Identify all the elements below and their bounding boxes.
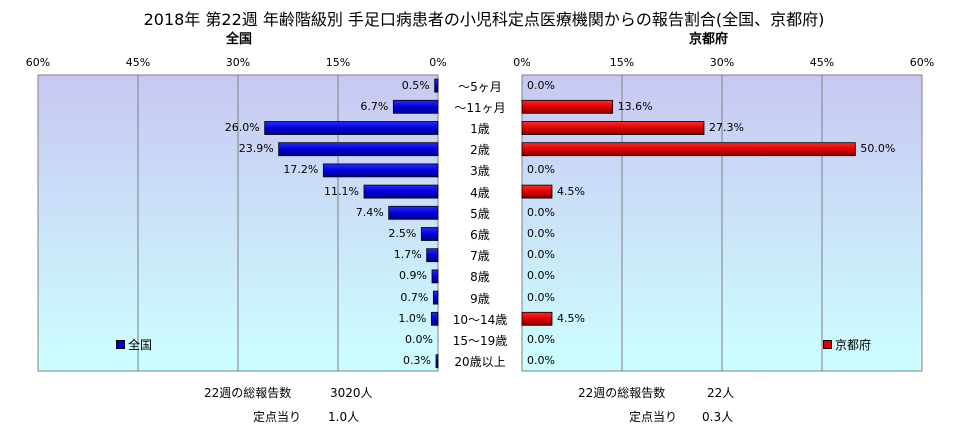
value-label-national: 7.4% [355,205,384,219]
category-label: 7歳 [470,249,490,264]
bar-national [426,248,439,263]
tick-label-left: 60% [25,56,51,69]
category-label: 1歳 [470,122,490,136]
bar-national [322,163,439,178]
value-label-national: 1.7% [393,248,422,262]
value-label-national: 26.0% [224,121,260,134]
value-label-kyoto: 50.0% [860,142,896,156]
legend-national: 全国 [116,336,152,353]
category-label: 3歳 [470,164,490,179]
category-label: 10〜14歳 [452,312,508,327]
national-total-value: 3020人 [330,386,373,400]
bar-national [434,78,439,93]
value-label-national: 17.2% [283,163,319,177]
kyoto-total-value: 22人 [707,386,735,400]
category-label: 〜5ヶ月 [458,79,502,94]
bar-national [432,290,439,305]
value-label-kyoto: 0.0% [527,269,555,283]
category-label: 5歳 [470,206,490,221]
legend-label-kyoto: 京都府 [835,338,872,352]
value-label-kyoto: 4.5% [557,311,585,325]
category-label: 〜11ヶ月 [454,100,506,115]
left-panel-title: 全国 [226,32,253,47]
value-label-national: 0.5% [401,78,430,92]
category-label: 15〜19歳 [452,334,508,348]
kyoto-per-label: 定点当り [629,410,678,424]
tick-label-right: 45% [809,56,835,69]
bar-national [278,142,439,157]
category-label: 6歳 [470,228,490,242]
tick-label-left: 30% [225,56,251,69]
value-label-kyoto: 0.0% [527,333,555,346]
tick-label-right: 15% [609,56,635,69]
national-per-value: 1.0人 [328,410,360,424]
bar-national [431,269,439,284]
value-label-kyoto: 0.0% [527,78,555,92]
category-label: 4歳 [470,185,490,200]
national-per-label: 定点当り [253,410,302,424]
value-label-kyoto: 27.3% [709,121,744,134]
value-label-kyoto: 0.0% [527,163,555,177]
category-label: 2歳 [470,143,490,158]
bar-kyoto [521,142,856,157]
value-label-national: 0.7% [400,290,429,304]
tick-label-left: 45% [125,56,151,69]
bar-national [392,99,439,114]
bar-national [264,121,439,135]
legend-kyoto: 京都府 [823,336,871,353]
value-label-national: 11.1% [324,184,359,198]
tick-label-left: 0% [429,56,447,69]
tick-label-right: 60% [909,56,935,69]
bar-national [430,311,439,326]
value-label-kyoto: 0.0% [527,290,555,304]
category-label: 9歳 [470,291,490,306]
value-label-kyoto: 0.0% [527,248,555,262]
value-label-kyoto: 0.0% [527,227,555,240]
kyoto-per-value: 0.3人 [702,410,734,424]
bar-kyoto [521,184,553,199]
value-label-kyoto: 0.0% [527,354,555,368]
value-label-national: 6.7% [360,99,389,113]
value-label-national: 0.3% [403,354,431,368]
right-panel-title: 京都府 [689,32,729,47]
legend-swatch-national [116,340,125,349]
bar-national [363,184,439,199]
value-label-national: 23.9% [238,142,274,156]
bar-kyoto [521,311,553,326]
value-label-national: 2.5% [388,227,417,240]
value-label-national: 0.9% [399,269,427,283]
tick-label-right: 0% [513,56,531,69]
value-label-kyoto: 4.5% [557,184,585,198]
legend-label-national: 全国 [128,338,153,352]
tick-label-left: 15% [325,56,351,69]
national-total-label: 22週の総報告数 [204,386,292,400]
bar-kyoto [521,99,614,114]
value-label-national: 1.0% [398,311,427,325]
tick-label-right: 30% [709,56,735,69]
value-label-national: 0.0% [405,333,433,346]
bar-national [435,354,439,369]
value-label-kyoto: 13.6% [617,99,653,113]
bar-kyoto [521,121,705,135]
chart-title: 2018年 第22週 年齢階級別 手足口病患者の小児科定点医療機関からの報告割合… [143,10,825,29]
bar-national [420,227,439,241]
value-label-kyoto: 0.0% [527,205,555,219]
kyoto-total-label: 22週の総報告数 [578,386,666,400]
category-label: 20歳以上 [454,355,506,370]
category-label: 8歳 [470,270,490,285]
bar-national [388,205,439,220]
legend-swatch-kyoto [823,340,832,349]
